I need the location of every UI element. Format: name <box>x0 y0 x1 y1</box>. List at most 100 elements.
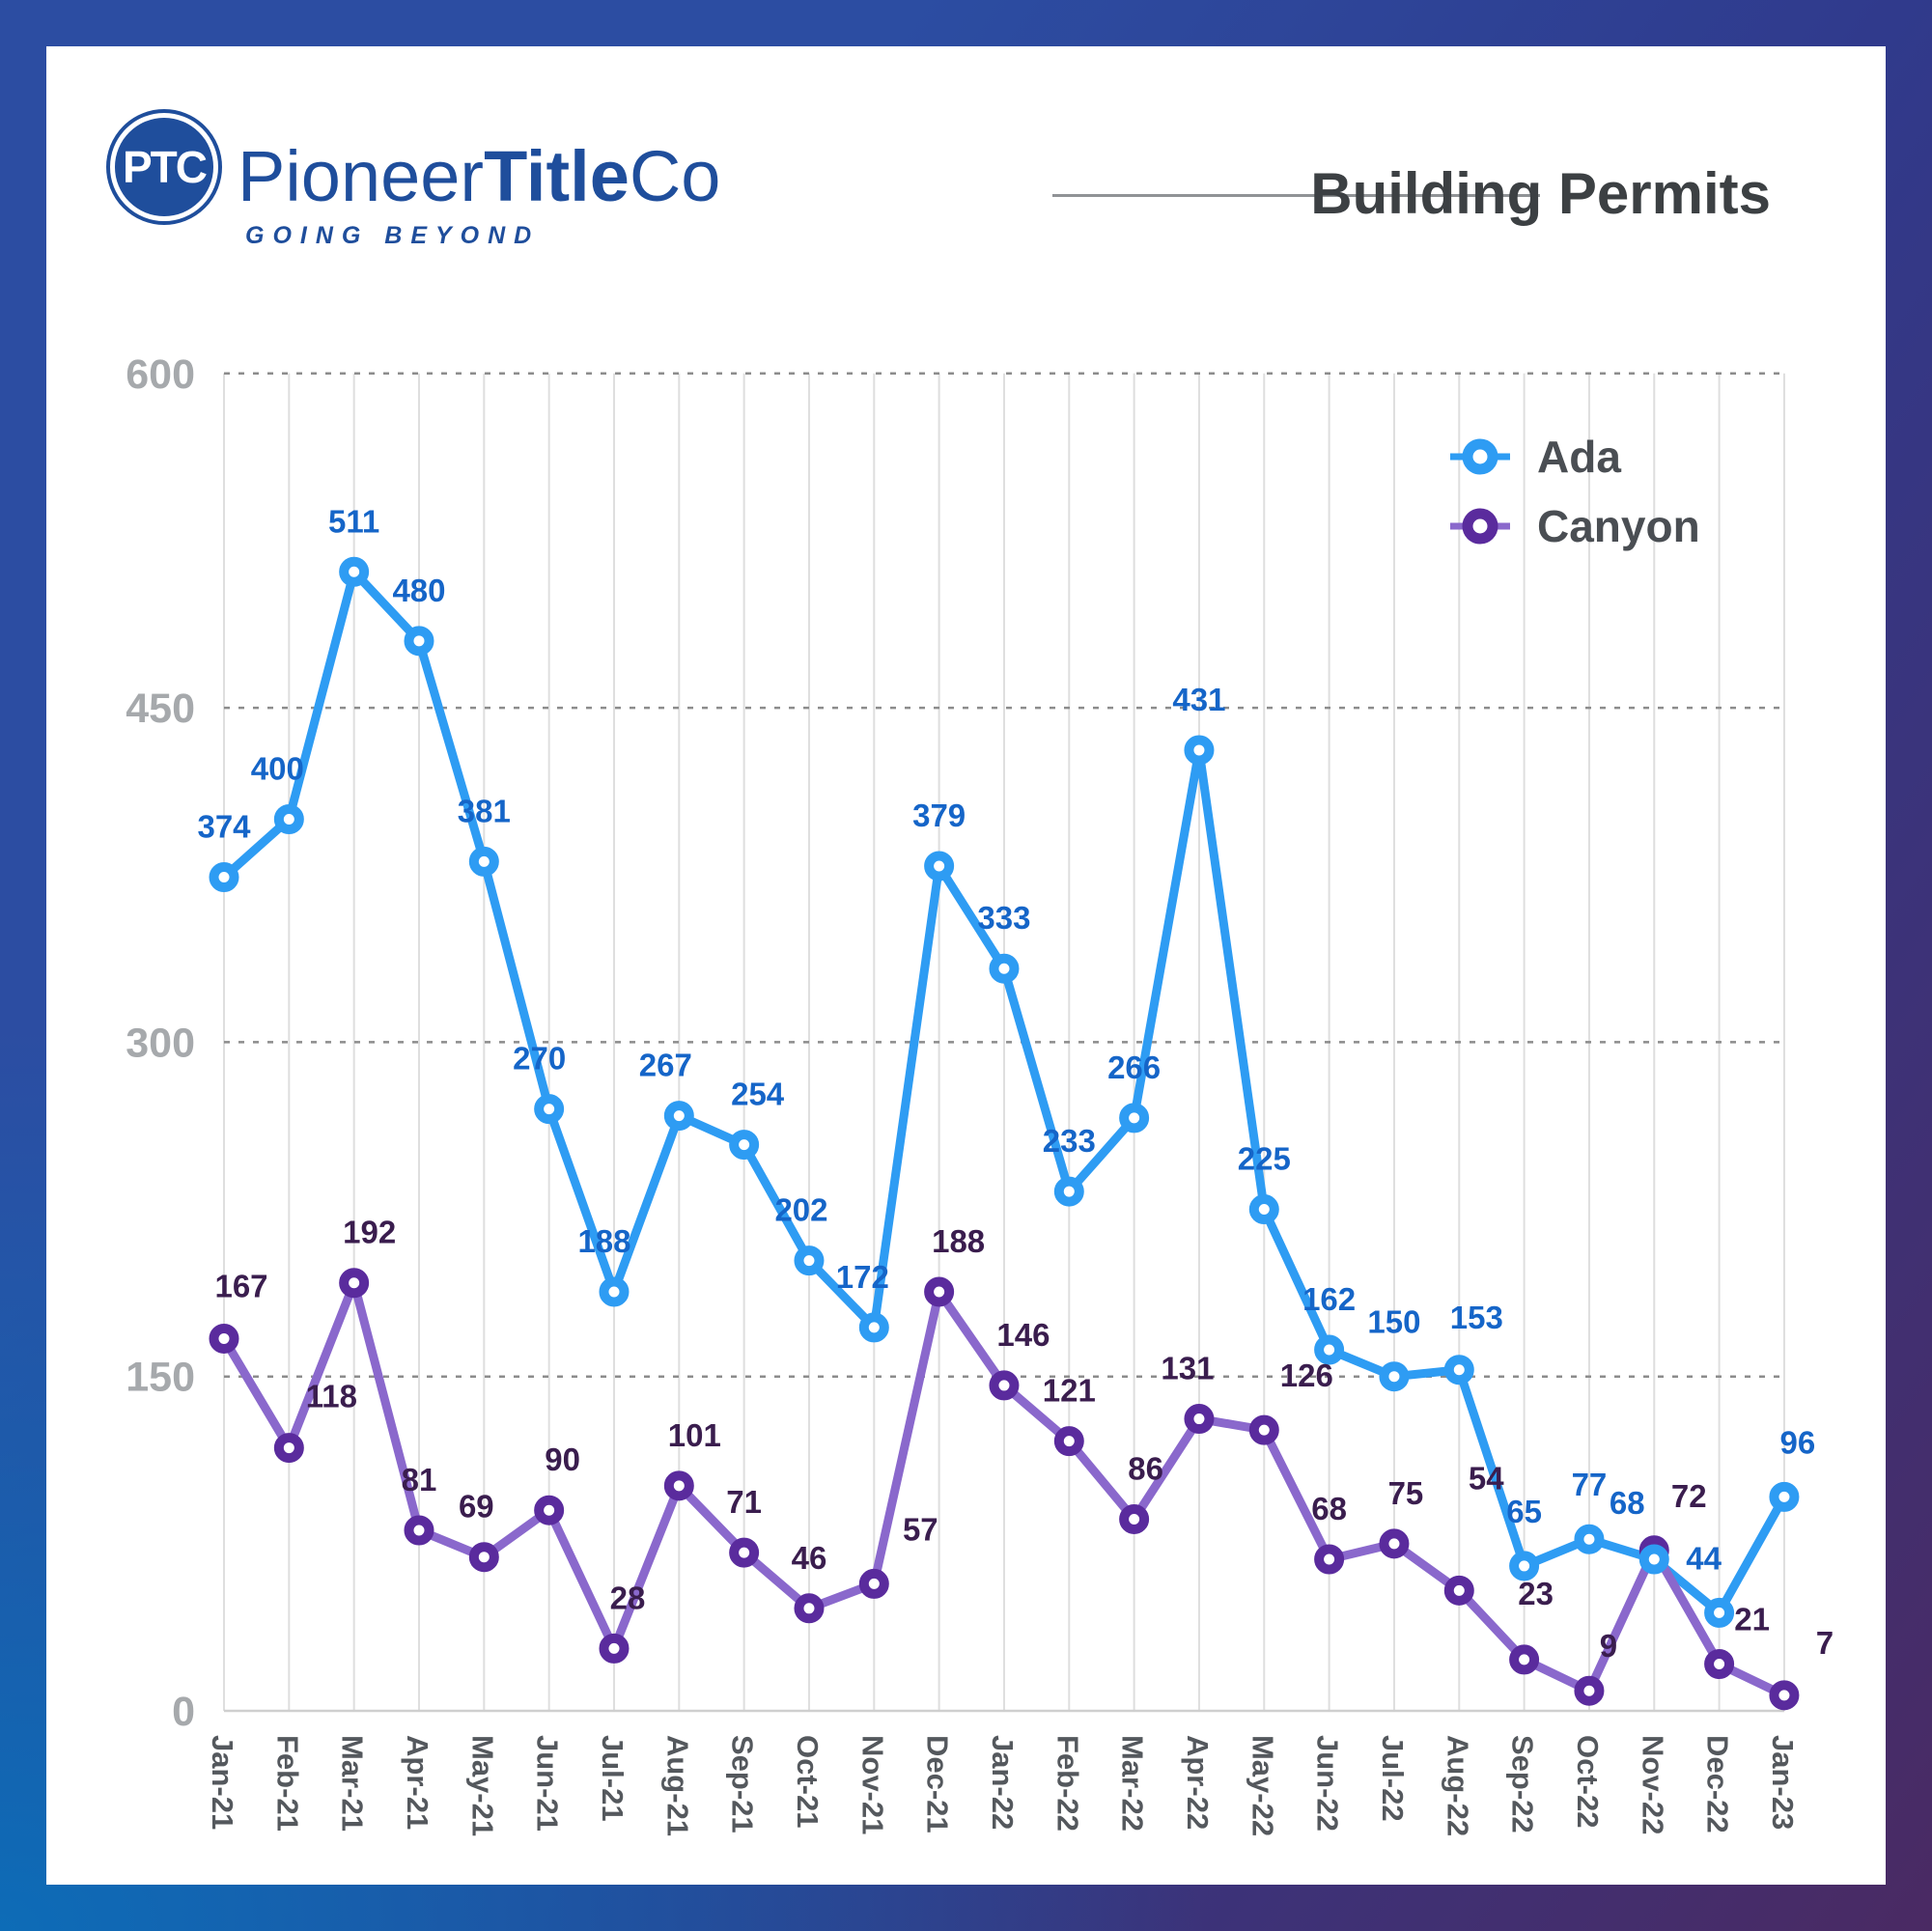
data-point-canyon-Sep-21 <box>729 1537 760 1568</box>
x-tick-label-Dec-22: Dec-22 <box>1701 1735 1735 1833</box>
data-point-ada-Sep-22 <box>1509 1551 1540 1581</box>
value-label-canyon-Aug-22: 54 <box>1469 1460 1504 1496</box>
x-tick-label-Apr-22: Apr-22 <box>1181 1735 1215 1830</box>
value-label-ada-Jul-22: 150 <box>1367 1304 1420 1340</box>
value-label-ada-Sep-21: 254 <box>731 1077 785 1112</box>
value-label-ada-Dec-22: 44 <box>1686 1540 1722 1576</box>
value-label-canyon-Sep-21: 71 <box>726 1484 762 1520</box>
value-label-ada-Jun-22: 162 <box>1302 1281 1356 1317</box>
value-label-ada-Aug-22: 153 <box>1450 1300 1503 1335</box>
value-label-canyon-Mar-21: 192 <box>343 1215 396 1250</box>
value-label-ada-May-22: 225 <box>1238 1141 1291 1177</box>
data-point-ada-Apr-22 <box>1184 735 1215 766</box>
data-point-ada-Jan-21 <box>209 862 239 893</box>
data-point-ada-Jan-22 <box>989 953 1020 984</box>
value-label-canyon-Jul-21: 28 <box>610 1580 646 1615</box>
brand-tagline: GOING BEYOND <box>245 222 541 249</box>
data-point-canyon-Jan-22 <box>989 1370 1020 1401</box>
x-tick-label-Jun-21: Jun-21 <box>531 1735 565 1832</box>
data-point-ada-Dec-22 <box>1704 1597 1735 1628</box>
data-point-canyon-Jun-21 <box>534 1495 565 1525</box>
data-point-ada-Feb-22 <box>1053 1176 1084 1207</box>
data-point-canyon-Dec-22 <box>1704 1649 1735 1680</box>
x-tick-label-Jul-22: Jul-22 <box>1376 1735 1410 1822</box>
legend-label-ada: Ada <box>1537 432 1621 482</box>
x-tick-label-Oct-21: Oct-21 <box>791 1735 825 1828</box>
value-label-canyon-Apr-21: 81 <box>402 1462 437 1497</box>
value-label-canyon-Dec-21: 188 <box>932 1223 985 1259</box>
value-label-ada-May-21: 381 <box>458 793 511 828</box>
legend: Ada Canyon <box>1450 432 1700 551</box>
x-tick-label-Mar-21: Mar-21 <box>336 1735 370 1832</box>
data-point-ada-Jan-23 <box>1769 1481 1800 1512</box>
data-point-ada-Apr-21 <box>404 626 434 657</box>
data-point-canyon-Jul-22 <box>1379 1528 1410 1559</box>
data-point-canyon-Apr-21 <box>404 1515 434 1546</box>
value-label-ada-Sep-22: 65 <box>1506 1494 1542 1529</box>
legend-label-canyon: Canyon <box>1537 501 1700 551</box>
value-label-canyon-Feb-21: 118 <box>306 1379 357 1414</box>
value-label-ada-Jun-21: 270 <box>513 1041 566 1077</box>
brand-title: Title <box>484 136 630 216</box>
legend-item-ada: Ada <box>1450 432 1621 482</box>
data-point-canyon-May-21 <box>468 1542 499 1573</box>
content-card: PTC PioneerTitleCo GOING BEYOND Building… <box>46 46 1886 1885</box>
vertical-gridlines <box>223 373 1785 1711</box>
brand-co: Co <box>629 136 721 216</box>
value-label-ada-Jan-22: 333 <box>977 900 1030 936</box>
value-label-canyon-Jul-22: 75 <box>1388 1475 1424 1511</box>
value-label-canyon-Mar-22: 86 <box>1128 1450 1163 1486</box>
x-tick-label-Oct-22: Oct-22 <box>1571 1735 1605 1828</box>
value-label-canyon-May-21: 69 <box>459 1489 494 1525</box>
data-point-canyon-Dec-21 <box>924 1276 955 1307</box>
x-tick-label-May-22: May-22 <box>1246 1735 1279 1836</box>
x-tick-label-Nov-21: Nov-21 <box>855 1735 889 1834</box>
value-label-ada-Apr-22: 431 <box>1172 682 1225 717</box>
x-tick-label-Nov-22: Nov-22 <box>1636 1735 1669 1834</box>
brand-pioneer: Pioneer <box>238 136 485 216</box>
data-point-ada-May-22 <box>1248 1194 1279 1225</box>
data-point-ada-May-21 <box>468 846 499 877</box>
value-label-canyon-May-22: 126 <box>1280 1357 1333 1393</box>
value-label-canyon-Jun-22: 68 <box>1311 1491 1347 1526</box>
data-point-canyon-Sep-22 <box>1509 1644 1540 1675</box>
data-point-ada-Aug-22 <box>1443 1355 1474 1385</box>
data-point-canyon-Feb-22 <box>1053 1426 1084 1457</box>
data-point-canyon-Jan-23 <box>1769 1680 1800 1711</box>
y-axis-tick-labels: 0 150 300 450 600 <box>126 351 195 1735</box>
x-tick-label-Jan-22: Jan-22 <box>986 1735 1020 1830</box>
x-axis-tick-labels: Jan-21 Feb-21 Mar-21 Apr-21 May-21 Jun-21 Jul-… <box>206 1735 1800 1836</box>
x-tick-label-Jan-23: Jan-23 <box>1766 1735 1800 1830</box>
value-label-canyon-Dec-22: 21 <box>1734 1602 1770 1637</box>
y-tick-label-300: 300 <box>126 1020 195 1066</box>
value-label-canyon-Aug-21: 101 <box>668 1417 721 1453</box>
data-point-ada-Oct-22 <box>1574 1524 1605 1554</box>
value-label-canyon-Jan-22: 146 <box>996 1317 1050 1353</box>
ptc-logo-icon: PTC <box>106 109 222 225</box>
x-tick-label-Mar-22: Mar-22 <box>1116 1735 1150 1832</box>
value-label-ada-Oct-22: 77 <box>1572 1467 1608 1502</box>
data-point-canyon-May-22 <box>1248 1414 1279 1445</box>
value-label-ada-Jul-21: 188 <box>577 1223 630 1259</box>
series-markers-canyon <box>209 1268 1800 1711</box>
value-label-canyon-Oct-22: 9 <box>1600 1628 1617 1664</box>
value-label-ada-Apr-21: 480 <box>392 573 445 608</box>
data-point-ada-Jul-21 <box>599 1276 630 1307</box>
data-point-canyon-Jan-21 <box>209 1323 239 1354</box>
value-label-canyon-Sep-22: 23 <box>1518 1576 1554 1611</box>
series-markers-ada <box>209 556 1800 1628</box>
x-tick-label-Aug-21: Aug-21 <box>660 1735 694 1836</box>
x-tick-label-Dec-21: Dec-21 <box>921 1735 955 1833</box>
value-label-ada-Jan-21: 374 <box>197 809 251 845</box>
header-divider-line <box>1052 194 1540 197</box>
data-point-ada-Jun-22 <box>1314 1334 1345 1365</box>
data-point-ada-Feb-21 <box>273 804 304 835</box>
value-label-ada-Feb-22: 233 <box>1043 1123 1096 1159</box>
data-point-ada-Aug-21 <box>663 1101 694 1132</box>
x-tick-label-Jul-21: Jul-21 <box>596 1735 630 1822</box>
x-tick-label-Feb-22: Feb-22 <box>1050 1735 1084 1832</box>
x-tick-label-Feb-21: Feb-21 <box>270 1735 304 1832</box>
